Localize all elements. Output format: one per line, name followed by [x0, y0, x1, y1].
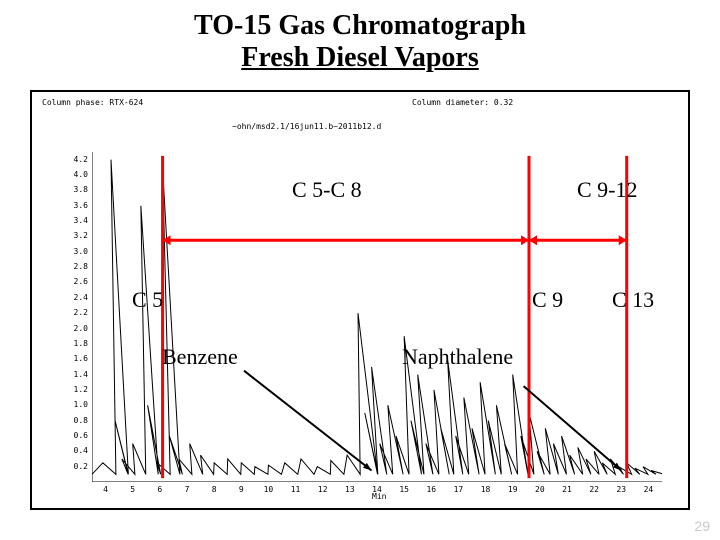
x-tick: 5: [124, 485, 142, 494]
y-tick: 2.4: [64, 293, 88, 302]
x-tick: 19: [504, 485, 522, 494]
y-tick: 0.6: [64, 431, 88, 440]
y-tick: 3.6: [64, 201, 88, 210]
y-tick: 1.4: [64, 370, 88, 379]
y-tick: 3.2: [64, 231, 88, 240]
arrow-naphthalene: [524, 386, 622, 470]
x-tick: 18: [477, 485, 495, 494]
label-c9-12: C 9-12: [577, 177, 638, 203]
y-tick: 3.4: [64, 216, 88, 225]
x-tick: 17: [449, 485, 467, 494]
x-tick: 11: [287, 485, 305, 494]
x-tick: 21: [558, 485, 576, 494]
x-tick: 23: [612, 485, 630, 494]
x-tick: 9: [232, 485, 250, 494]
x-tick: 10: [259, 485, 277, 494]
y-tick: 1.8: [64, 339, 88, 348]
y-tick: 2.8: [64, 262, 88, 271]
x-tick: 7: [178, 485, 196, 494]
x-tick: 4: [97, 485, 115, 494]
arrow-benzene: [244, 371, 372, 471]
x-tick: 8: [205, 485, 223, 494]
x-tick: 12: [314, 485, 332, 494]
title-line-2: Fresh Diesel Vapors: [0, 42, 720, 74]
label-naphthalene: Naphthalene: [402, 344, 513, 370]
y-tick: 4.2: [64, 155, 88, 164]
header-right: Column diameter: 0.32: [412, 98, 513, 107]
y-tick: 1.6: [64, 354, 88, 363]
x-tick: 24: [639, 485, 657, 494]
y-tick: 2.2: [64, 308, 88, 317]
y-tick: 1.0: [64, 400, 88, 409]
x-tick: 13: [341, 485, 359, 494]
y-tick: 0.4: [64, 446, 88, 455]
range-c5-c8: [163, 235, 529, 245]
range-c9-c12: [529, 235, 627, 245]
title-line-1: TO-15 Gas Chromatograph: [0, 10, 720, 42]
header-path: ~ohn/msd2.1/16jun11.b~2011b12.d: [232, 122, 381, 131]
y-tick: 0.8: [64, 416, 88, 425]
x-tick: 16: [422, 485, 440, 494]
y-tick: 4.0: [64, 170, 88, 179]
label-c5: C 5: [132, 287, 163, 313]
y-tick: 2.6: [64, 277, 88, 286]
x-tick: 20: [531, 485, 549, 494]
x-tick: 22: [585, 485, 603, 494]
label-benzene: Benzene: [162, 344, 238, 370]
label-c5-c8: C 5-C 8: [292, 177, 362, 203]
chart-frame: Column phase: RTX-624 Column diameter: 0…: [30, 90, 690, 510]
header-left: Column phase: RTX-624: [42, 98, 143, 107]
y-tick: 1.2: [64, 385, 88, 394]
chromatogram-trace: [92, 160, 662, 475]
y-tick: 3.8: [64, 185, 88, 194]
label-c13: C 13: [612, 287, 654, 313]
chart-title: TO-15 Gas Chromatograph Fresh Diesel Vap…: [0, 0, 720, 74]
page-number: 29: [694, 518, 710, 534]
x-tick: 15: [395, 485, 413, 494]
y-tick: 0.2: [64, 462, 88, 471]
y-tick: 2.0: [64, 324, 88, 333]
x-axis-title: Min: [372, 492, 386, 501]
x-tick: 6: [151, 485, 169, 494]
label-c9: C 9: [532, 287, 563, 313]
y-tick: 3.0: [64, 247, 88, 256]
